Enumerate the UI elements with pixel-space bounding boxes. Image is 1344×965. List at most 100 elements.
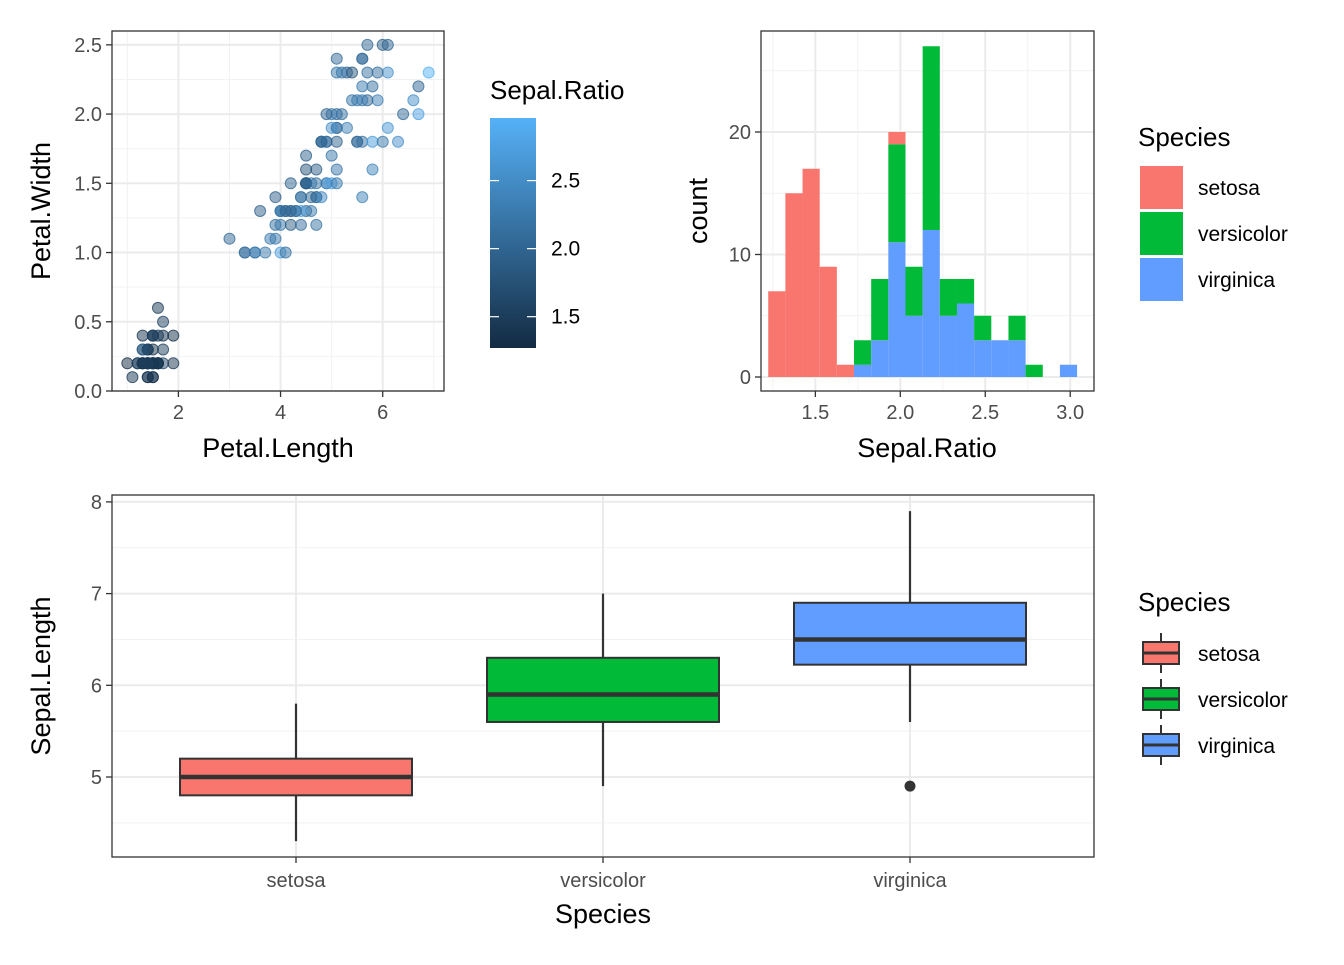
boxplot-box-virginica: [793, 601, 1027, 666]
boxplot-legend-label-versicolor: versicolor: [1198, 689, 1288, 712]
scatter-point: [305, 205, 318, 217]
histogram-legend-label-setosa: setosa: [1198, 177, 1260, 200]
scatter-point: [141, 371, 154, 384]
scatter-point: [340, 121, 353, 134]
scatter-point: [284, 218, 297, 231]
scatter-points: [121, 38, 435, 384]
histogram-bar-versicolor: [922, 46, 940, 230]
scatter-point: [366, 80, 379, 93]
scatter-point: [422, 66, 435, 79]
scatter-point: [289, 205, 302, 217]
histogram-bar-setosa: [785, 193, 803, 377]
histogram-y-tick-label: 10: [729, 245, 751, 267]
scatter-point: [157, 315, 170, 328]
boxplot-x-tick-label: setosa: [267, 870, 327, 892]
scatter-point: [366, 163, 379, 176]
scatter-x-tick-label: 4: [275, 402, 286, 424]
scatter-point: [376, 135, 389, 148]
boxplot-axis-ticks: setosa versicolor virginica 5 6 7 8: [91, 492, 948, 892]
scatter-y-tick-label: 0.5: [74, 312, 102, 334]
histogram-bar-versicolor: [939, 279, 957, 316]
scatter-point: [381, 66, 394, 79]
scatter-point: [126, 371, 139, 384]
histogram-x-tick-label: 1.5: [801, 402, 829, 424]
scatter-point: [356, 80, 369, 93]
scatter-point: [361, 66, 374, 79]
histogram-bar-virginica: [1059, 364, 1078, 377]
boxplot-y-axis-title: Sepal.Length: [26, 596, 56, 755]
scatter-point: [330, 52, 343, 65]
histogram-x-tick-label: 2.0: [886, 402, 914, 424]
scatter-axis-ticks: 2 4 6 0.0 0.5 1.0 1.5 2.0 2.5: [74, 35, 388, 424]
color-legend-tick-label: 2.5: [551, 170, 580, 193]
scatter-point: [279, 205, 292, 217]
histogram-panel-border: [760, 30, 1095, 392]
histogram-bar-virginica: [974, 340, 992, 377]
scatter-point: [167, 357, 180, 370]
scatter-point: [346, 94, 359, 107]
scatter-point: [366, 135, 379, 148]
histogram-legend-keys: setosa versicolor virginica: [1140, 166, 1288, 301]
histogram-bar-setosa: [819, 266, 837, 377]
histogram-legend-label-versicolor: versicolor: [1198, 223, 1288, 246]
histogram-legend-key-setosa: [1140, 166, 1183, 209]
scatter-point: [141, 357, 154, 370]
scatter-point: [330, 177, 343, 190]
scatter-panel-border: [111, 30, 445, 392]
scatter-point: [325, 121, 338, 134]
scatter-y-tick-label: 1.5: [74, 173, 102, 195]
scatter-point: [392, 135, 405, 148]
color-legend-ticks: 1.5 2.0 2.5: [490, 170, 580, 329]
scatter-y-axis-title: Petal.Width: [26, 142, 56, 280]
boxplot-legend-keys: setosa versicolor virginica: [1142, 633, 1288, 765]
scatter-point: [157, 343, 170, 356]
scatter-point: [371, 66, 384, 79]
scatter-x-tick-label: 2: [173, 402, 184, 424]
color-legend-tick-label: 1.5: [551, 306, 580, 329]
scatter-point: [335, 108, 348, 121]
boxplot-x-tick-label: versicolor: [560, 870, 646, 892]
histogram-bar-versicolor: [854, 340, 872, 365]
scatter-y-tick-label: 0.0: [74, 381, 102, 403]
scatter-point: [294, 191, 307, 204]
scatter-point: [371, 94, 384, 107]
histogram-legend-label-virginica: virginica: [1198, 269, 1275, 292]
scatter-x-axis-title: Petal.Length: [202, 433, 354, 463]
scatter-point: [259, 246, 272, 259]
color-legend-title: Sepal.Ratio: [490, 75, 624, 105]
histogram-panel: 1.5 2.0 2.5 3.0 0 10 20 Sepal.Ratio count Spec…: [683, 30, 1288, 463]
scatter-point: [315, 135, 328, 148]
scatter-panel: 2 4 6 0.0 0.5 1.0 1.5 2.0 2.5 Petal.Length Petal…: [26, 30, 624, 463]
boxplot-panel: setosa versicolor virginica 5 6 7 8 Species Se…: [26, 492, 1288, 929]
scatter-y-tick-label: 1.0: [74, 243, 102, 265]
scatter-point: [249, 246, 262, 259]
scatter-y-tick-label: 2.5: [74, 35, 102, 57]
histogram-legend-title: Species: [1138, 122, 1231, 152]
scatter-point: [238, 246, 251, 259]
scatter-point: [121, 357, 134, 370]
scatter-point: [412, 108, 425, 121]
scatter-point: [300, 149, 313, 162]
boxplot-y-tick-label: 6: [91, 675, 102, 697]
scatter-point: [300, 163, 313, 176]
histogram-bar-virginica: [888, 242, 906, 377]
scatter-point: [310, 163, 323, 176]
histogram-legend-key-virginica: [1140, 258, 1183, 301]
scatter-point: [381, 38, 394, 51]
histogram-axis-ticks: 1.5 2.0 2.5 3.0 0 10 20: [729, 122, 1084, 424]
scatter-point: [310, 218, 323, 231]
boxplot-x-tick-label: virginica: [873, 870, 947, 892]
histogram-bar-versicolor: [871, 279, 889, 341]
histogram-bar-setosa: [888, 132, 906, 145]
histogram-bar-virginica: [1008, 340, 1026, 377]
scatter-point: [361, 38, 374, 51]
boxplot-legend-title: Species: [1138, 587, 1231, 617]
boxplot-boxes: [179, 511, 1027, 842]
scatter-point: [330, 163, 343, 176]
boxplot-legend: Species setosa versicolor virginica: [1138, 587, 1288, 765]
scatter-point: [223, 232, 236, 245]
color-legend-bar: [490, 118, 536, 348]
scatter-point: [335, 66, 348, 79]
